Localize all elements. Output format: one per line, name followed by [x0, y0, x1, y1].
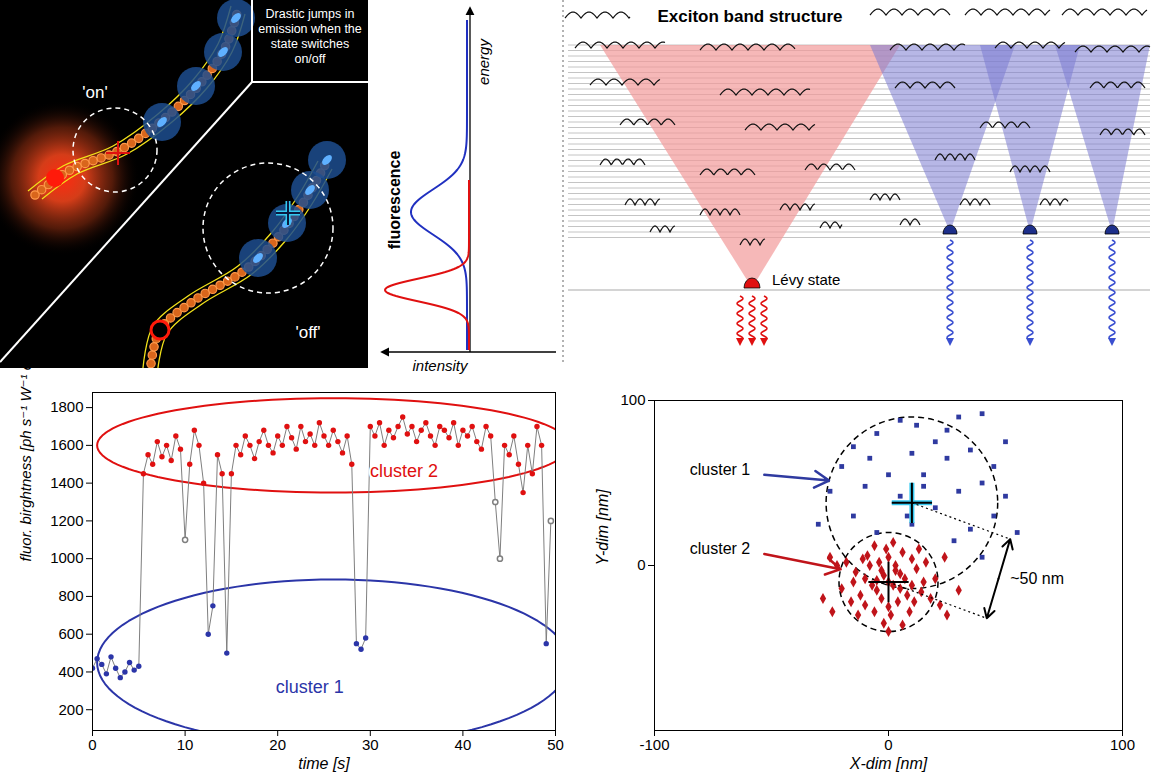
svg-text:Y-dim [nm]: Y-dim [nm]	[594, 489, 611, 566]
svg-text:200: 200	[58, 701, 83, 718]
svg-text:0: 0	[88, 736, 96, 753]
svg-text:1400: 1400	[50, 474, 83, 491]
svg-text:X-dim [nm]: X-dim [nm]	[849, 755, 928, 772]
svg-text:cluster 2: cluster 2	[690, 540, 751, 557]
svg-text:-100: -100	[639, 736, 669, 753]
svg-text:cluster 1: cluster 1	[690, 461, 751, 478]
svg-text:800: 800	[58, 587, 83, 604]
svg-text:1600: 1600	[50, 436, 83, 453]
svg-text:50: 50	[547, 736, 564, 753]
svg-text:1800: 1800	[50, 398, 83, 415]
svg-text:'off': 'off'	[295, 323, 320, 342]
svg-text:1000: 1000	[50, 549, 83, 566]
svg-text:400: 400	[58, 663, 83, 680]
svg-text:600: 600	[58, 625, 83, 642]
svg-text:40: 40	[455, 736, 472, 753]
svg-text:Exciton band structure: Exciton band structure	[657, 7, 842, 26]
svg-text:'on': 'on'	[82, 83, 107, 102]
svg-text:~50 nm: ~50 nm	[1010, 570, 1064, 587]
svg-text:0: 0	[884, 736, 892, 753]
svg-text:10: 10	[177, 736, 194, 753]
svg-text:100: 100	[1110, 736, 1135, 753]
svg-text:Drastic jumps inemission when: Drastic jumps inemission when thestate s…	[258, 7, 362, 66]
svg-text:cluster 1: cluster 1	[276, 677, 344, 697]
svg-text:energy: energy	[475, 38, 492, 85]
svg-text:fluorescence: fluorescence	[386, 151, 403, 250]
svg-text:Lévy state: Lévy state	[772, 271, 840, 288]
svg-text:intensity: intensity	[412, 357, 469, 374]
svg-text:fluor. birghtness [ph s⁻¹ W⁻¹: fluor. birghtness [ph s⁻¹ W⁻¹ cm²]	[17, 340, 34, 561]
svg-text:100: 100	[620, 391, 645, 408]
svg-text:30: 30	[362, 736, 379, 753]
svg-text:cluster 2: cluster 2	[370, 461, 438, 481]
svg-text:20: 20	[269, 736, 286, 753]
svg-text:1200: 1200	[50, 512, 83, 529]
svg-text:0: 0	[637, 556, 645, 573]
svg-text:time [s]: time [s]	[298, 755, 350, 772]
